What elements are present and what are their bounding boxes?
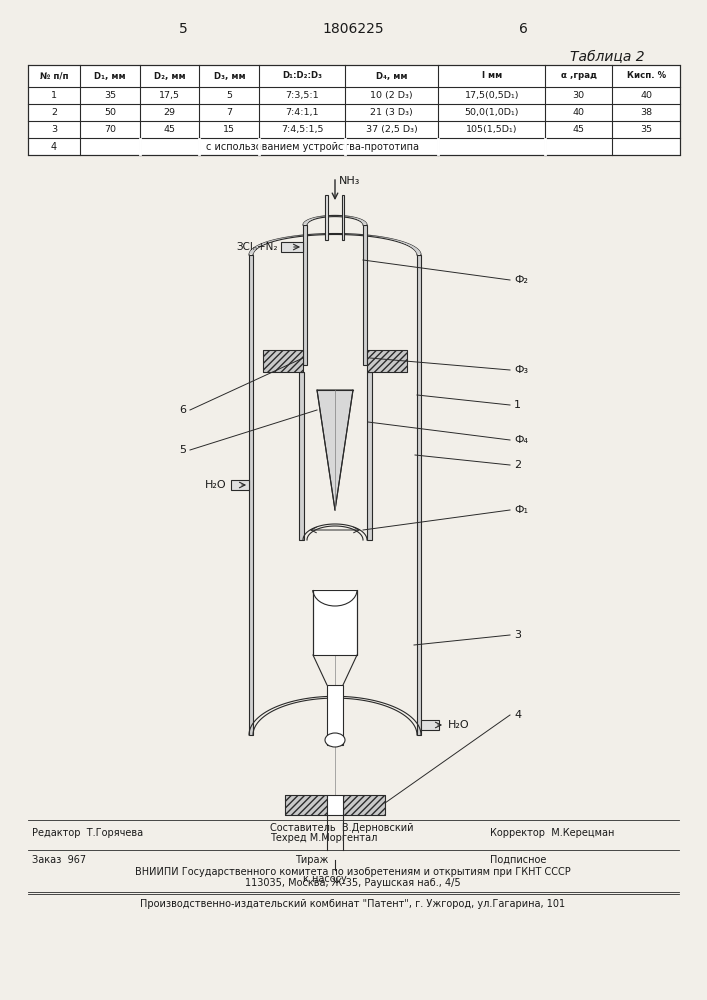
Text: с использованием устройства-прототипа: с использованием устройства-прототипа (206, 141, 419, 151)
Text: Ф₁: Ф₁ (514, 505, 528, 515)
Text: 40: 40 (641, 91, 653, 100)
Text: ЗСlₙ+N₂: ЗСlₙ+N₂ (237, 242, 278, 252)
Text: 1: 1 (51, 91, 57, 100)
Bar (343, 795, 385, 815)
Bar (263, 350, 303, 372)
Text: 2: 2 (51, 108, 57, 117)
Text: Составитель  В.Дерновский: Составитель В.Дерновский (270, 823, 414, 833)
Text: 2: 2 (514, 460, 521, 470)
Text: 1806225: 1806225 (322, 22, 384, 36)
Text: D₂, мм: D₂, мм (153, 72, 185, 81)
Text: D₁:D₂:D₃: D₁:D₂:D₃ (282, 72, 322, 81)
Text: 70: 70 (104, 125, 116, 134)
Text: Ф₄: Ф₄ (514, 435, 528, 445)
Text: Редактор  Т.Горячева: Редактор Т.Горячева (32, 828, 143, 838)
Bar (327, 685, 343, 745)
Text: Подписное: Подписное (490, 855, 547, 865)
Text: 113035, Москва, Ж-35, Раушская наб., 4/5: 113035, Москва, Ж-35, Раушская наб., 4/5 (245, 878, 461, 888)
Bar (249, 255, 253, 735)
Text: ВНИИПИ Государственного комитета по изобретениям и открытиям при ГКНТ СССР: ВНИИПИ Государственного комитета по изоб… (135, 867, 571, 877)
Text: Ф₂: Ф₂ (514, 275, 528, 285)
Text: 6: 6 (179, 405, 186, 415)
Text: NH₃: NH₃ (339, 176, 361, 186)
Text: 6: 6 (518, 22, 527, 36)
Bar (285, 795, 327, 815)
Bar (231, 480, 249, 490)
Bar (285, 795, 327, 815)
Text: 10 (2 D₃): 10 (2 D₃) (370, 91, 413, 100)
Text: 35: 35 (104, 91, 116, 100)
Text: 5: 5 (226, 91, 233, 100)
Text: 5: 5 (179, 22, 187, 36)
Bar (281, 242, 303, 252)
Bar (367, 350, 407, 372)
Text: Ф₃: Ф₃ (514, 365, 528, 375)
Text: 5: 5 (179, 445, 186, 455)
Ellipse shape (325, 733, 345, 747)
Text: Заказ  967: Заказ 967 (32, 855, 86, 865)
Ellipse shape (313, 574, 357, 606)
Bar (343, 795, 385, 815)
Text: № п/п: № п/п (40, 72, 69, 81)
Bar (325, 195, 328, 240)
Text: 50,0(1,0D₁): 50,0(1,0D₁) (464, 108, 519, 117)
Text: 15: 15 (223, 125, 235, 134)
Bar (299, 372, 304, 540)
Text: D₃, мм: D₃, мм (214, 72, 245, 81)
Text: 30: 30 (573, 91, 585, 100)
Text: H₂O: H₂O (448, 720, 469, 730)
Text: 40: 40 (573, 108, 585, 117)
Text: 37 (2,5 D₃): 37 (2,5 D₃) (366, 125, 418, 134)
Text: l мм: l мм (481, 72, 502, 81)
Text: D₄, мм: D₄, мм (376, 72, 407, 81)
Text: 29: 29 (163, 108, 175, 117)
Polygon shape (317, 390, 353, 510)
Text: 45: 45 (573, 125, 585, 134)
Text: Тираж: Тираж (295, 855, 328, 865)
Text: Корректор  М.Керецман: Корректор М.Керецман (490, 828, 614, 838)
Bar (327, 795, 343, 815)
Text: 35: 35 (640, 125, 653, 134)
Text: 4: 4 (514, 710, 521, 720)
Bar (367, 350, 407, 372)
Text: 3: 3 (514, 630, 521, 640)
Text: Производственно-издательский комбинат "Патент", г. Ужгород, ул.Гагарина, 101: Производственно-издательский комбинат "П… (141, 899, 566, 909)
Text: D₁, мм: D₁, мм (94, 72, 126, 81)
Bar (313, 590, 357, 655)
Text: 7:3,5:1: 7:3,5:1 (285, 91, 319, 100)
Text: 105(1,5D₁): 105(1,5D₁) (466, 125, 518, 134)
Bar (367, 372, 372, 540)
Bar (312, 565, 358, 590)
Text: 45: 45 (163, 125, 175, 134)
Text: 21 (3 D₃): 21 (3 D₃) (370, 108, 413, 117)
Text: α ,град: α ,град (561, 72, 597, 81)
Text: 7:4:1,1: 7:4:1,1 (286, 108, 319, 117)
Bar (421, 720, 439, 730)
Text: 1: 1 (514, 400, 521, 410)
Text: 38: 38 (640, 108, 653, 117)
Text: 17,5: 17,5 (159, 91, 180, 100)
Text: 3: 3 (51, 125, 57, 134)
Bar (417, 255, 421, 735)
Bar (363, 225, 367, 365)
Text: 7:4,5:1,5: 7:4,5:1,5 (281, 125, 323, 134)
Text: Техред М.Моргентал: Техред М.Моргентал (270, 833, 378, 843)
Text: 50: 50 (104, 108, 116, 117)
Text: к насосу: к насосу (303, 874, 347, 884)
Bar (303, 225, 307, 365)
Bar (28, 65, 680, 155)
Text: 7: 7 (226, 108, 233, 117)
Text: H₂O: H₂O (205, 480, 227, 490)
Text: Таблица 2: Таблица 2 (571, 50, 645, 64)
Text: 17,5(0,5D₁): 17,5(0,5D₁) (464, 91, 519, 100)
Text: Кисп. %: Кисп. % (626, 72, 666, 81)
Text: 4: 4 (51, 141, 57, 151)
Bar (342, 195, 344, 240)
Bar (263, 350, 303, 372)
